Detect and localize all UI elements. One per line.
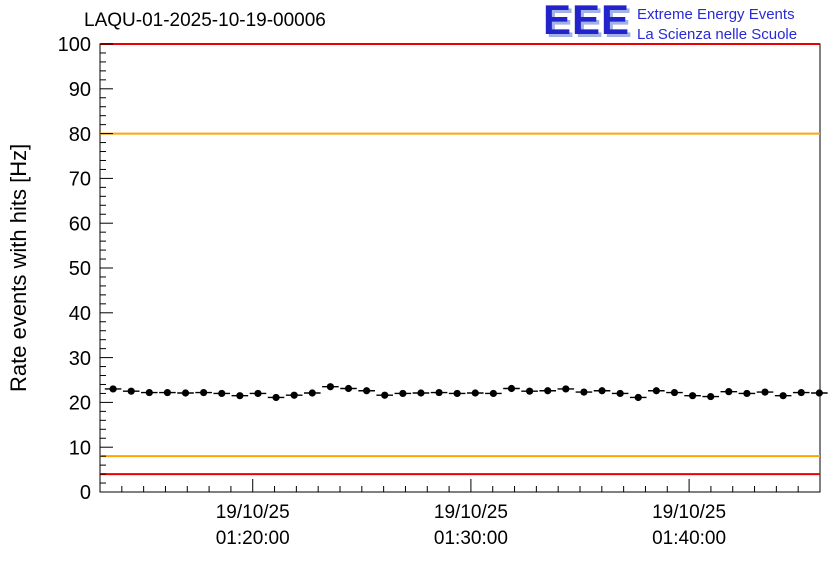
data-point [417,389,425,397]
data-point [544,387,552,395]
data-point [652,387,660,395]
data-point [181,389,190,397]
y-tick-label: 50 [69,258,91,280]
data-point [489,389,497,398]
data-point [526,387,534,395]
y-tick-label: 10 [69,437,91,459]
data-point [779,392,787,400]
x-axis: 19/10/25 01:20:00 19/10/25 01:30:00 19/10/25… [99,479,821,549]
data-point [399,389,407,398]
data-point [363,387,371,395]
x-tick-label-date: 19/10/25 [652,502,726,523]
data-point [326,383,334,391]
data-point [634,393,642,402]
data-point [471,389,479,397]
y-tick-label: 70 [69,169,91,191]
y-tick-label: 0 [80,482,91,504]
data-point [127,387,135,395]
x-tick-label-time: 01:40:00 [652,528,726,549]
x-tick-label-date: 19/10/25 [434,502,508,523]
data-series-rate-events-with-hits [104,383,828,402]
data-point [815,389,823,397]
data-point [688,392,697,400]
data-point [598,387,606,395]
y-tick-label: 30 [69,348,91,370]
data-point [272,393,280,402]
data-point [580,388,588,396]
eee-logo: EEE [543,0,631,43]
data-point [109,385,117,393]
y-tick-label: 60 [69,213,91,235]
data-point [344,384,353,393]
data-point [453,389,461,398]
data-point [145,388,153,397]
data-point [761,388,769,396]
y-tick-label: 20 [69,393,91,415]
eee-logo-subtitle-1: Extreme Energy Events [637,6,795,23]
x-tick-label-time: 01:30:00 [434,528,508,549]
data-point [616,389,624,398]
y-tick-label: 90 [69,79,91,101]
x-tick-label-time: 01:20:00 [216,528,290,549]
data-point [254,389,262,398]
data-point [163,388,172,397]
guide-lines [100,43,820,476]
data-point [236,392,244,400]
y-axis: 0 10 20 30 40 50 60 70 80 90 100 [58,34,113,504]
x-tick-label-date: 19/10/25 [216,502,290,523]
data-point [707,392,715,401]
data-point [725,388,733,396]
data-point [562,385,570,393]
data-point [743,389,751,398]
data-point [435,388,443,397]
data-point [670,388,679,397]
data-point [507,384,516,393]
data-point [797,388,805,397]
y-tick-label: 40 [69,303,91,325]
data-point [200,388,208,397]
data-point [218,389,226,398]
plot-title: LAQU-01-2025-10-19-00006 [84,10,326,31]
plot-frame [99,43,821,493]
eee-logo-subtitle-2: La Scienza nelle Scuole [637,26,798,43]
data-point [381,391,389,399]
y-tick-label: 100 [58,34,91,56]
y-tick-label: 80 [69,124,91,146]
data-point [290,391,298,399]
data-point [308,389,316,397]
